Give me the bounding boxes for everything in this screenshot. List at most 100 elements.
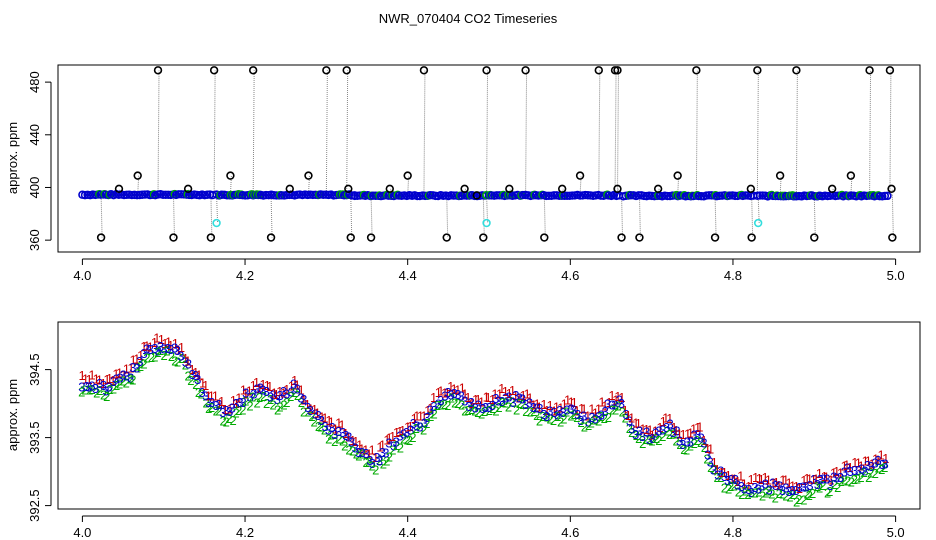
series-1-point: 1: [841, 458, 848, 473]
series-1-point: 1: [133, 352, 140, 367]
series-3-point: 3: [435, 396, 442, 411]
series-2-point: 2: [554, 409, 561, 424]
series-2-point: 2: [157, 343, 164, 358]
series-3-point: 3: [78, 379, 85, 394]
series-3-point: 3: [202, 388, 209, 403]
trace-line: [757, 195, 760, 224]
series-2-point: 2: [495, 400, 502, 415]
series-3-point: 3: [328, 420, 335, 435]
series-1-point: 1: [321, 410, 328, 425]
series-1-point: 1: [202, 378, 209, 393]
series-3-point: 3: [403, 425, 410, 440]
series-1-point: 1: [779, 473, 786, 488]
data-point: [350, 191, 360, 201]
outlier-mid-point: [673, 171, 682, 180]
series-2-point: 2: [120, 374, 127, 389]
series-3-point: 3: [396, 428, 403, 443]
outlier-high-point: [692, 66, 701, 75]
series-2-point: 2: [588, 416, 595, 431]
bottom-y-axis-label: approx. ppm: [5, 379, 20, 451]
series-1-point: 1: [294, 378, 301, 393]
series-3-point: 3: [861, 463, 868, 478]
series-1-point: 1: [628, 411, 635, 426]
series-3-point: 3: [236, 395, 243, 410]
series-3-point: 3: [652, 425, 659, 440]
series-3-point: 3: [585, 414, 592, 429]
series-2-point: 2: [413, 421, 420, 436]
series-3-point: 3: [232, 396, 239, 411]
series-3-point: 3: [864, 458, 871, 473]
series-2-point: 2: [116, 376, 123, 391]
series-1-point: 1: [483, 390, 490, 405]
series-1-point: 1: [868, 457, 875, 472]
outlier-mid-point: [344, 184, 353, 193]
series-3-point: 3: [120, 368, 127, 383]
series-3-point: 3: [830, 470, 837, 485]
data-point: [555, 191, 564, 201]
series-3-point: 3: [136, 354, 143, 369]
series-3-point: 3: [102, 383, 109, 398]
series-3-point: 3: [369, 456, 376, 471]
trace-line: [252, 70, 255, 195]
series-3-point: 3: [385, 436, 392, 451]
series-3-point: 3: [704, 447, 711, 462]
series-3-point: 3: [817, 472, 824, 487]
series-2-point: 2: [223, 414, 230, 429]
series-2-point: 2: [434, 398, 441, 413]
series-2-point: 2: [389, 443, 396, 458]
series-1-point: 1: [259, 377, 266, 392]
series-3-point: 3: [710, 463, 717, 478]
series-1-point: 1: [372, 450, 379, 465]
series-2-point: 2: [598, 409, 605, 424]
series-1-point: 1: [167, 338, 174, 353]
series-1-point: 1: [618, 390, 625, 405]
outlier-low-point: [810, 233, 819, 242]
series-1-point: 1: [230, 393, 237, 408]
series-3-point: 3: [92, 381, 99, 396]
series-1-point: 1: [172, 336, 179, 351]
series-3-point: 3: [247, 390, 254, 405]
data-point: [518, 190, 528, 200]
series-1-point: 1: [568, 394, 575, 409]
series-1-point: 1: [178, 340, 185, 355]
series-1-point: 1: [741, 476, 748, 491]
series-2-point: 2: [256, 390, 263, 405]
series-1-point: 1: [147, 339, 154, 354]
series-2-point: 2: [444, 398, 451, 413]
series-2-point: 2: [536, 413, 543, 428]
series-2-point: 2: [619, 404, 626, 419]
series-1-point: 1: [103, 372, 110, 387]
outlier-high-point: [248, 66, 258, 75]
outlier-low-point: [266, 233, 276, 242]
top-y-tick-label: 400: [27, 177, 42, 199]
series-2-point: 2: [713, 470, 720, 485]
data-point: [174, 190, 183, 199]
series-2-point: 2: [502, 396, 509, 411]
series-2-point: 2: [260, 389, 267, 404]
series-1-point: 1: [789, 479, 796, 494]
series-2-point: 2: [648, 434, 655, 449]
data-point: [626, 191, 636, 200]
series-2-point: 2: [400, 431, 407, 446]
outlier-low-point: [96, 233, 106, 242]
series-3-point: 3: [667, 416, 674, 431]
series-1-point: 1: [109, 373, 116, 388]
series-3-point: 3: [707, 454, 714, 469]
series-2-point: 2: [106, 382, 113, 397]
series-2-point: 2: [229, 413, 236, 428]
series-3-point: 3: [655, 423, 662, 438]
series-1-point: 1: [300, 392, 307, 407]
data-point: [634, 191, 643, 200]
series-2-point: 2: [372, 463, 379, 478]
series-1-point: 1: [151, 335, 158, 350]
series-3-point: 3: [611, 397, 618, 412]
outlier-low-point: [617, 233, 626, 242]
series-2-point: 2: [790, 487, 797, 502]
series-2-point: 2: [834, 480, 841, 495]
series-2-point: 2: [298, 395, 305, 410]
series-2-point: 2: [819, 478, 826, 493]
series-2-point: 2: [865, 470, 872, 485]
series-2-point: 2: [691, 436, 698, 451]
series-2-point: 2: [851, 472, 858, 487]
bottom-y-tick-label: 393.5: [27, 421, 42, 454]
